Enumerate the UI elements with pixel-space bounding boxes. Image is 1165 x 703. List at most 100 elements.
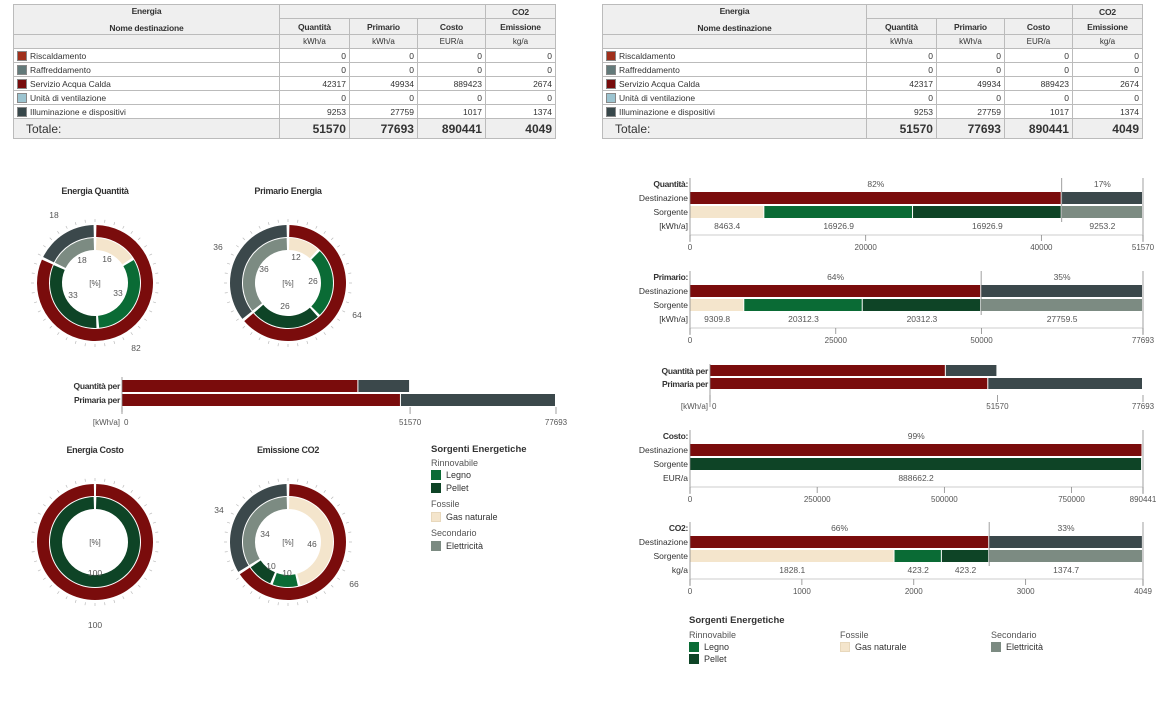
tick-mark <box>49 496 53 500</box>
illuminazione-bar <box>989 536 1142 548</box>
legend-label: Elettricità <box>1006 642 1044 652</box>
tick-mark <box>258 337 261 341</box>
donut-value-label: 33 <box>68 290 78 300</box>
energy-table-right: Energia Nome destinazione CO2 Quantità P… <box>602 3 1144 139</box>
pellet-bar <box>862 299 981 311</box>
gas-bar <box>690 206 764 218</box>
tick-label: 0 <box>688 495 693 504</box>
outer-ring-segment <box>229 484 287 572</box>
riscaldamento-swatch <box>17 50 27 61</box>
tick-mark <box>337 245 340 248</box>
pellet-bar <box>913 206 1061 218</box>
inner-ring-segment <box>98 260 140 328</box>
donut-value-label: 18 <box>77 255 87 265</box>
inner-ring-segment <box>243 238 288 311</box>
row-name: Riscaldamento <box>30 50 87 61</box>
total-cell: 4049 <box>484 118 557 139</box>
legend-item-pellet: Pellet <box>431 483 571 493</box>
tick-label: 500000 <box>931 495 958 504</box>
legend-label: Pellet <box>446 483 469 493</box>
donut-chart: Primario Energia [%] <box>224 186 352 347</box>
tick-label: 20000 <box>855 243 878 252</box>
legend-category-fossile: Fossile <box>840 630 869 640</box>
donut-center-label: [%] <box>282 279 294 288</box>
destinazione-bar <box>710 365 945 376</box>
raffreddamento-swatch <box>606 64 616 75</box>
legno-bar <box>894 550 941 562</box>
bar-row-label: Destinazione <box>639 286 688 296</box>
tick-mark <box>57 332 60 335</box>
donut-value-label: 100 <box>88 568 102 578</box>
tick-label: 77693 <box>1132 402 1155 411</box>
inner-ring-segment <box>54 238 95 269</box>
row-name: Illuminazione e dispositivi <box>619 106 715 117</box>
name-header: Energia Nome destinazione <box>602 4 867 35</box>
unit: EUR/a <box>416 34 486 49</box>
tick-mark <box>130 332 133 335</box>
destinazione-bar <box>690 192 1061 204</box>
total-cell: 77693 <box>935 118 1005 139</box>
donut-title: Primario Energia <box>254 186 323 196</box>
energy-table-left: Energia Nome destinazione CO2 Quantità P… <box>13 3 557 139</box>
illuminazione-bar <box>981 285 1142 297</box>
row-name: Servizio Acqua Calda <box>30 78 111 89</box>
total-cell: 51570 <box>278 118 350 139</box>
axis-unit: [kWh/a] <box>681 402 708 411</box>
tick-mark <box>306 222 309 226</box>
stacked-bar-chart: Quantità: Destinazione Sorgente [kWh/a] 82% 1… <box>639 178 1155 252</box>
illuminazione-bar <box>945 365 997 376</box>
tick-mark <box>227 301 231 304</box>
donut-title: Energia Costo <box>66 445 124 455</box>
tick-mark <box>242 496 246 500</box>
tick-mark <box>43 318 46 321</box>
row-name: Raffreddamento <box>30 64 91 75</box>
tick-mark <box>230 310 234 313</box>
tick-mark <box>144 318 147 321</box>
legend-label: Legno <box>704 642 730 652</box>
tick-mark <box>227 262 231 265</box>
unit: kWh/a <box>348 34 418 49</box>
tick-mark <box>323 332 326 335</box>
table-row: Servizio Acqua Calda 42317 49934 889423 … <box>602 76 1144 91</box>
tick-mark <box>258 596 261 600</box>
chart-title: Primario: <box>653 272 688 282</box>
tick-label: 3000 <box>1017 587 1035 596</box>
tick-label: 4049 <box>1134 587 1152 596</box>
left-charts: Energia Quantità[%]Primario Energia[%]En… <box>31 186 568 630</box>
group-header: Energia <box>719 6 750 16</box>
inner-ring-segment <box>254 304 318 328</box>
total-cell: 51570 <box>865 118 937 139</box>
value-label: 16926.9 <box>972 221 1003 231</box>
value-label: 16926.9 <box>823 221 854 231</box>
tick-mark <box>250 591 253 594</box>
row-name: Unità di ventilazione <box>30 92 107 103</box>
tick-mark <box>306 340 309 344</box>
outer-ring-segment <box>230 225 287 319</box>
tick-mark <box>236 318 239 321</box>
tick-label: 750000 <box>1058 495 1085 504</box>
gas-bar <box>690 550 894 562</box>
tick-mark <box>74 222 77 226</box>
tick-label: 50000 <box>970 336 993 345</box>
pellet-bar <box>941 550 989 562</box>
table-row: Illuminazione e dispositivi 9253 27759 1… <box>602 104 1144 119</box>
raffreddamento-swatch <box>17 64 27 75</box>
tick-mark <box>242 325 246 329</box>
tick-mark <box>34 560 38 563</box>
unit: kWh/a <box>278 34 350 49</box>
tick-mark <box>57 231 60 234</box>
axis-unit: [kWh/a] <box>659 314 688 324</box>
tick-mark <box>345 262 349 265</box>
total-label: Totale: <box>13 118 280 139</box>
row-name: Riscaldamento <box>619 50 676 61</box>
tick-mark <box>122 225 125 229</box>
legend-category-rinnovabile: Rinnovabile <box>431 458 479 468</box>
table-row: Unità di ventilazione 0 0 0 0 <box>602 90 1144 105</box>
destinazione-bar <box>122 394 400 406</box>
tick-mark <box>144 245 147 248</box>
legno-bar <box>764 206 913 218</box>
tick-mark <box>43 577 46 580</box>
tick-mark <box>152 560 156 563</box>
col-emissione: Emissione <box>1071 18 1144 35</box>
percent-label: 17% <box>1094 179 1111 189</box>
